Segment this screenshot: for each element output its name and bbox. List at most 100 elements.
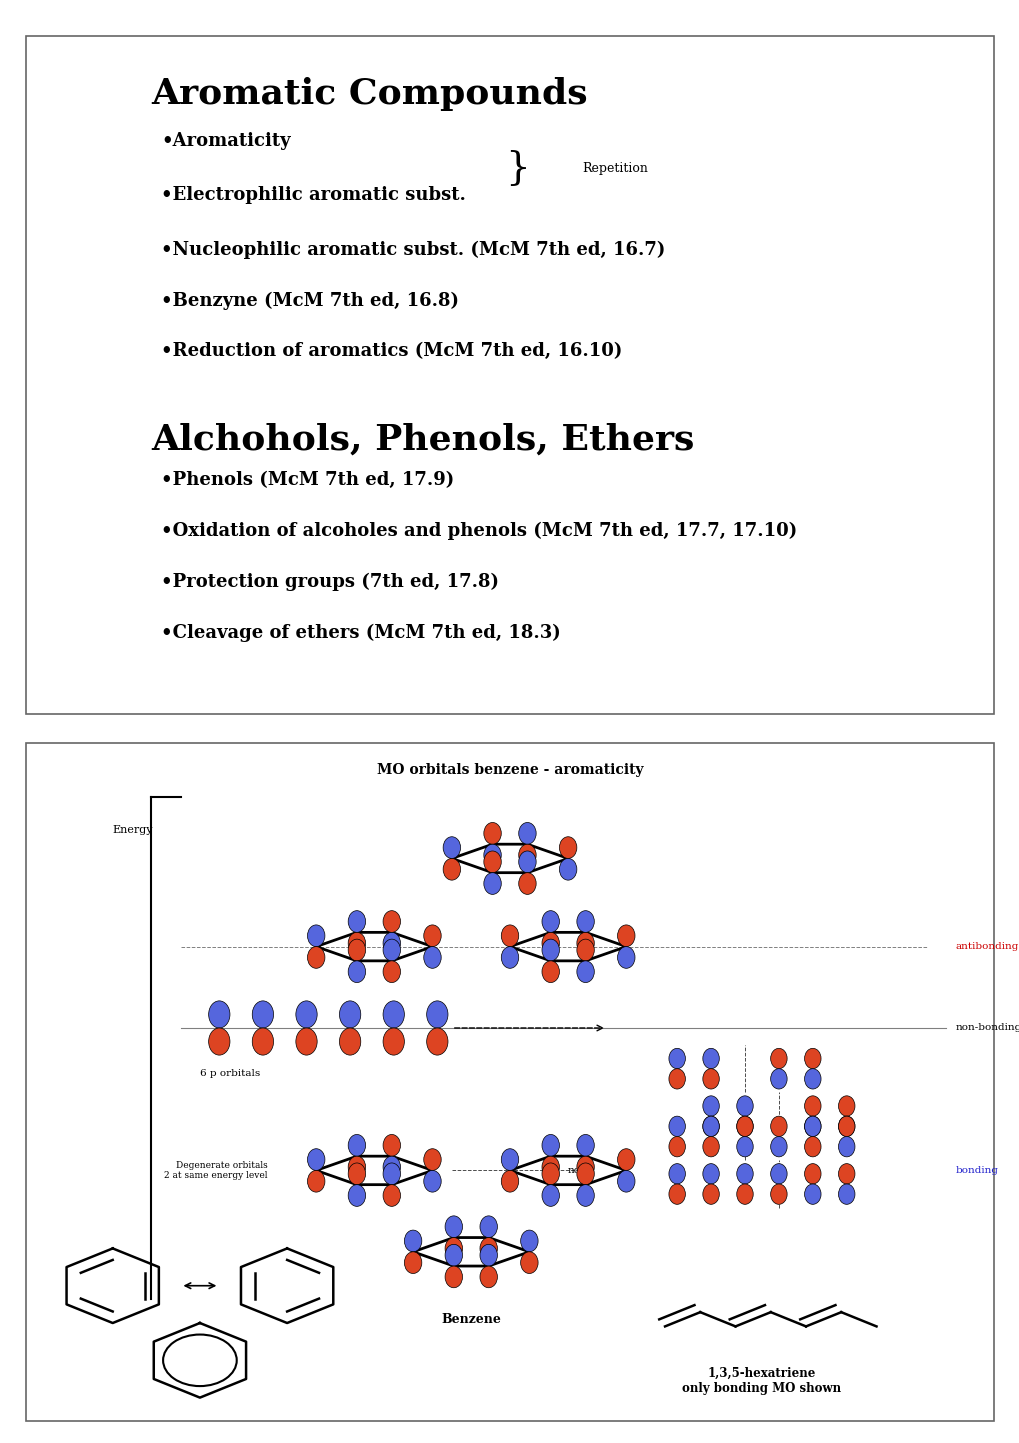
Ellipse shape [442,837,461,859]
Ellipse shape [541,1134,558,1156]
Ellipse shape [519,823,536,844]
Ellipse shape [770,1163,787,1183]
Ellipse shape [347,1156,365,1177]
Ellipse shape [616,947,635,968]
Ellipse shape [444,1238,462,1260]
Ellipse shape [404,1251,422,1274]
Ellipse shape [383,1163,400,1185]
Ellipse shape [804,1069,820,1089]
Ellipse shape [736,1117,752,1137]
Ellipse shape [736,1137,752,1157]
Text: bonding: bonding [955,1166,998,1175]
Ellipse shape [668,1048,685,1069]
Ellipse shape [480,1216,497,1238]
Ellipse shape [838,1095,854,1117]
Ellipse shape [736,1117,752,1137]
Ellipse shape [209,1027,229,1055]
Text: 1,3,5-hexatriene
only bonding MO shown: 1,3,5-hexatriene only bonding MO shown [682,1367,841,1395]
Text: antibonding: antibonding [955,942,1018,951]
Ellipse shape [541,1185,558,1206]
Ellipse shape [483,823,500,844]
Ellipse shape [339,1001,361,1027]
Ellipse shape [444,1216,462,1238]
Ellipse shape [702,1117,718,1137]
Ellipse shape [804,1095,820,1117]
Ellipse shape [577,1163,594,1185]
Ellipse shape [383,911,400,932]
Ellipse shape [838,1117,854,1137]
Text: Aromatic Compounds: Aromatic Compounds [151,76,588,111]
Ellipse shape [500,1170,519,1192]
Ellipse shape [838,1117,854,1137]
Text: Repetition: Repetition [582,162,648,175]
Ellipse shape [296,1027,317,1055]
Ellipse shape [307,1149,325,1170]
Ellipse shape [804,1163,820,1183]
Ellipse shape [804,1117,820,1137]
Ellipse shape [480,1244,497,1266]
Ellipse shape [426,1001,447,1027]
Ellipse shape [702,1163,718,1183]
Ellipse shape [426,1027,447,1055]
Ellipse shape [383,1134,400,1156]
Ellipse shape [770,1183,787,1205]
Ellipse shape [339,1027,361,1055]
Ellipse shape [702,1117,718,1137]
Ellipse shape [541,961,558,983]
Text: 6 p orbitals: 6 p orbitals [200,1069,260,1078]
Ellipse shape [404,1229,422,1251]
Ellipse shape [668,1183,685,1205]
Ellipse shape [500,1149,519,1170]
Bar [25,743,994,1421]
Ellipse shape [383,1001,404,1027]
Ellipse shape [770,1048,787,1069]
Ellipse shape [307,1170,325,1192]
Ellipse shape [541,911,558,932]
Text: Energy: Energy [113,824,153,834]
Ellipse shape [347,911,365,932]
Ellipse shape [307,947,325,968]
Ellipse shape [702,1137,718,1157]
Text: MO orbitals benzene - aromaticity: MO orbitals benzene - aromaticity [376,763,643,778]
Ellipse shape [558,837,577,859]
Ellipse shape [347,961,365,983]
Text: •Oxidation of alcoholes and phenols (McM 7th ed, 17.7, 17.10): •Oxidation of alcoholes and phenols (McM… [161,522,797,540]
Ellipse shape [252,1027,273,1055]
Text: •Phenols (McM 7th ed, 17.9): •Phenols (McM 7th ed, 17.9) [161,472,454,489]
Ellipse shape [736,1183,752,1205]
Text: non-bonding: non-bonding [955,1023,1019,1033]
Ellipse shape [616,925,635,947]
Ellipse shape [616,1170,635,1192]
Ellipse shape [423,947,441,968]
Ellipse shape [347,1163,365,1185]
Ellipse shape [483,844,500,866]
Ellipse shape [804,1048,820,1069]
Text: •Reduction of aromatics (McM 7th ed, 16.10): •Reduction of aromatics (McM 7th ed, 16.… [161,342,622,361]
Ellipse shape [838,1137,854,1157]
Ellipse shape [423,925,441,947]
Ellipse shape [520,1229,538,1251]
Ellipse shape [702,1048,718,1069]
Ellipse shape [804,1117,820,1137]
Ellipse shape [838,1163,854,1183]
Ellipse shape [383,1156,400,1177]
Ellipse shape [442,859,461,880]
Text: }: } [504,150,530,186]
Ellipse shape [483,873,500,895]
Ellipse shape [616,1149,635,1170]
Ellipse shape [209,1001,229,1027]
Ellipse shape [736,1095,752,1117]
Text: •Aromaticity: •Aromaticity [161,133,290,150]
Text: •Cleavage of ethers (McM 7th ed, 18.3): •Cleavage of ethers (McM 7th ed, 18.3) [161,623,560,642]
Ellipse shape [519,851,536,873]
Ellipse shape [383,932,400,954]
Ellipse shape [347,932,365,954]
Ellipse shape [804,1183,820,1205]
Ellipse shape [480,1266,497,1287]
Ellipse shape [770,1069,787,1089]
Ellipse shape [804,1137,820,1157]
Ellipse shape [252,1001,273,1027]
Ellipse shape [702,1069,718,1089]
Ellipse shape [577,1134,594,1156]
Ellipse shape [480,1238,497,1260]
